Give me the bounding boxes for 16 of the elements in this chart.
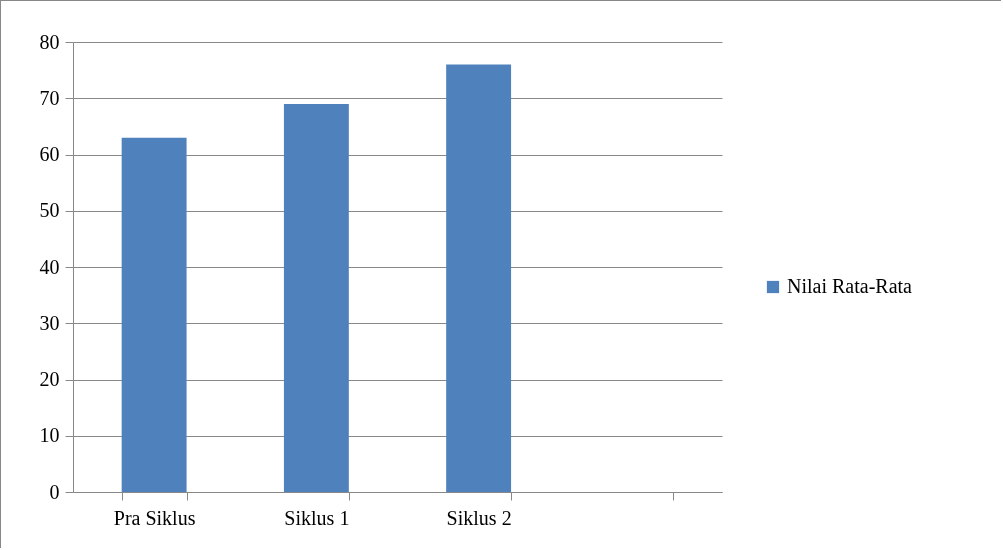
bar	[121, 137, 187, 492]
bar	[283, 103, 349, 492]
y-tick-label: 80	[39, 30, 60, 53]
x-tick-label: Siklus 2	[446, 506, 512, 529]
y-tick-label: 10	[39, 424, 60, 447]
y-tick-label: 0	[49, 480, 60, 503]
y-tick-label: 50	[39, 199, 60, 222]
y-tick-label: 60	[39, 143, 60, 165]
x-tick-label: Siklus 1	[284, 506, 350, 529]
y-tick-label: 30	[39, 311, 60, 334]
legend-label: Nilai Rata-Rata	[787, 275, 913, 297]
x-tick-label: Pra Siklus	[113, 506, 196, 529]
bar	[446, 64, 512, 492]
y-tick-label: 70	[39, 86, 60, 109]
y-tick-label: 40	[39, 255, 60, 278]
y-tick-label: 20	[39, 368, 60, 390]
